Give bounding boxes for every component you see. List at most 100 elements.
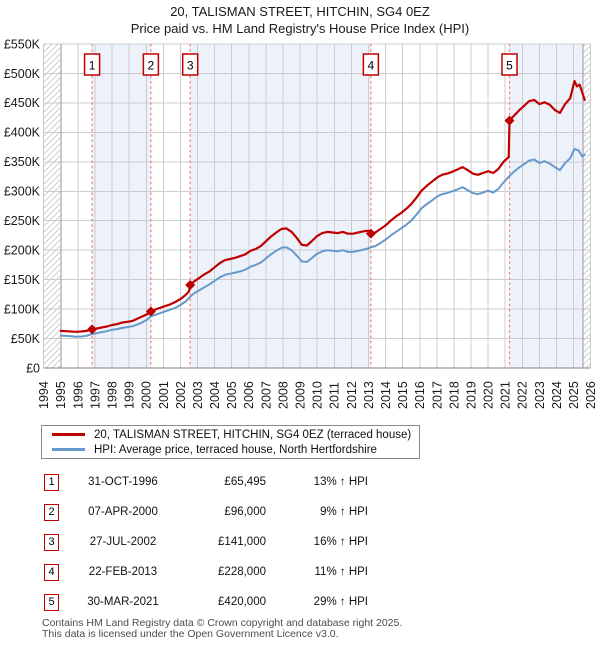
transaction-price: £420,000 xyxy=(218,596,266,608)
x-axis-tick-label: 2018 xyxy=(447,381,461,409)
sale-number-box xyxy=(181,53,199,76)
transaction-row: 1 31-OCT-1996 £65,495 13% ↑ HPI xyxy=(0,467,600,497)
sale-marker-diamond xyxy=(504,115,515,126)
x-axis-tick-label: 1999 xyxy=(123,381,137,409)
transaction-price: £141,000 xyxy=(218,536,266,548)
price-paid-line-swatch xyxy=(52,433,85,436)
footer-line-1: Contains HM Land Registry data © Crown c… xyxy=(42,617,403,629)
x-axis-tick-label: 1994 xyxy=(37,381,51,409)
transaction-hpi-delta: 29% ↑ HPI xyxy=(313,596,368,608)
sale-number-boxes: 1 2 3 4 5 xyxy=(83,53,518,76)
y-axis-tick-label: £0 xyxy=(26,361,40,375)
y-axis-tick-label: £150K xyxy=(4,273,41,287)
legend-row-hpi: HPI: Average price, terraced house, Nort… xyxy=(42,442,419,457)
transaction-hpi-delta: 13% ↑ HPI xyxy=(313,476,368,488)
y-axis-tick-label: £100K xyxy=(4,302,41,316)
transaction-hpi-delta: 11% ↑ HPI xyxy=(314,566,368,578)
transaction-date: 30-MAR-2021 xyxy=(87,596,159,608)
x-axis-tick-label: 2007 xyxy=(259,381,273,409)
x-axis-tick-label: 2000 xyxy=(140,381,154,409)
price-chart: 1 2 3 4 5 £0 £50K £100K £150K £200K £250K £300K £350… xyxy=(4,37,598,409)
y-axis-tick-label: £500K xyxy=(4,67,41,81)
transaction-row: 2 07-APR-2000 £96,000 9% ↑ HPI xyxy=(0,497,600,527)
x-axis-tick-label: 2017 xyxy=(430,381,444,409)
legend-label-hpi: HPI: Average price, terraced house, Nort… xyxy=(94,443,377,456)
x-axis-tick-label: 1996 xyxy=(71,381,85,409)
ownership-shading-bands xyxy=(92,44,584,368)
y-axis-tick-label: £350K xyxy=(4,155,41,169)
sale-number-label: 2 xyxy=(148,59,155,73)
y-axis-tick-label: £550K xyxy=(4,37,41,51)
sale-marker-diamond xyxy=(365,228,376,239)
sale-number-box xyxy=(501,53,518,76)
y-axis-tick-label: £250K xyxy=(4,214,41,228)
y-axis-tick-label: £400K xyxy=(4,126,41,140)
sale-markers xyxy=(87,115,515,335)
footer-line-2: This data is licensed under the Open Gov… xyxy=(42,627,339,640)
y-axis-tick-label: £450K xyxy=(4,96,41,110)
x-axis-tick-label: 2001 xyxy=(157,381,171,409)
x-axis-tick-label: 2025 xyxy=(567,381,581,409)
x-axis-tick-label: 2009 xyxy=(294,381,308,409)
y-axis-labels: £0 £50K £100K £150K £200K £250K £300K £350K £400… xyxy=(4,37,41,375)
x-axis-tick-label: 2013 xyxy=(362,381,376,409)
sale-number-label: 1 xyxy=(89,59,96,73)
x-axis-tick-label: 2016 xyxy=(413,381,427,409)
transaction-number-badge: 1 xyxy=(44,474,59,491)
chart-subtitle: Price paid vs. HM Land Registry's House … xyxy=(130,21,470,36)
sale-number-box xyxy=(362,53,380,76)
sale-number-label: 5 xyxy=(506,59,513,73)
transaction-row: 5 30-MAR-2021 £420,000 29% ↑ HPI xyxy=(0,587,600,617)
x-axis-tick-label: 1995 xyxy=(54,381,68,409)
transaction-price: £96,000 xyxy=(224,506,266,518)
x-axis-tick-label: 2002 xyxy=(174,381,188,409)
x-axis-tick-label: 2019 xyxy=(464,381,478,409)
transaction-hpi-delta: 9% ↑ HPI xyxy=(320,506,368,518)
copyright-footer: Contains HM Land Registry data © Crown c… xyxy=(42,618,582,639)
transaction-hpi-delta: 16% ↑ HPI xyxy=(313,536,368,548)
x-axis-tick-label: 2015 xyxy=(396,381,410,409)
chart-legend: 20, TALISMAN STREET, HITCHIN, SG4 0EZ (t… xyxy=(41,425,420,459)
y-axis-tick-label: £300K xyxy=(4,185,41,199)
sale-number-box xyxy=(142,53,160,76)
x-axis-tick-label: 2022 xyxy=(516,381,530,409)
transaction-number-badge: 2 xyxy=(44,504,59,521)
sale-date-dashed-lines xyxy=(91,44,511,368)
sale-number-box xyxy=(83,53,101,76)
hpi-series-line xyxy=(59,147,586,338)
hpi-line-swatch xyxy=(52,448,85,451)
transaction-price: £228,000 xyxy=(218,566,266,578)
transaction-number-badge: 3 xyxy=(44,534,59,551)
legend-row-price-paid: 20, TALISMAN STREET, HITCHIN, SG4 0EZ (t… xyxy=(42,427,419,442)
no-data-hatch-bands xyxy=(43,44,591,368)
x-axis-tick-label: 2026 xyxy=(584,381,598,409)
transaction-number-badge: 4 xyxy=(44,564,59,581)
transaction-number-badge: 5 xyxy=(44,594,59,611)
y-axis-tick-label: £50K xyxy=(11,332,41,346)
transaction-date: 27-JUL-2002 xyxy=(89,536,157,548)
transaction-date: 31-OCT-1996 xyxy=(88,476,158,488)
x-axis-tick-label: 2011 xyxy=(328,382,342,409)
x-axis-tick-label: 2005 xyxy=(225,381,239,409)
x-axis-tick-label: 2003 xyxy=(191,381,205,409)
x-axis-tick-label: 1997 xyxy=(88,381,102,409)
x-axis-tick-label: 2004 xyxy=(208,381,222,409)
sale-marker-diamond xyxy=(185,279,196,290)
sale-marker-diamond xyxy=(145,306,156,317)
x-axis-tick-label: 2024 xyxy=(550,381,564,409)
x-axis-tick-label: 2023 xyxy=(533,381,547,409)
transaction-row: 3 27-JUL-2002 £141,000 16% ↑ HPI xyxy=(0,527,600,557)
x-axis-tick-label: 1998 xyxy=(105,381,119,409)
x-axis-tick-label: 2006 xyxy=(242,381,256,409)
transaction-row: 4 22-FEB-2013 £228,000 11% ↑ HPI xyxy=(0,557,600,587)
x-axis-tick-label: 2008 xyxy=(276,381,290,409)
sale-marker-diamond xyxy=(87,324,98,335)
x-axis-tick-label: 2012 xyxy=(345,381,359,409)
transaction-date: 22-FEB-2013 xyxy=(88,566,158,578)
chart-title: 20, TALISMAN STREET, HITCHIN, SG4 0EZ xyxy=(170,4,430,19)
y-axis-tick-label: £200K xyxy=(4,243,41,257)
legend-label-price-paid: 20, TALISMAN STREET, HITCHIN, SG4 0EZ (t… xyxy=(94,428,412,441)
x-axis-tick-label: 2010 xyxy=(311,381,325,409)
x-axis-tick-label: 2020 xyxy=(482,381,496,409)
transaction-date: 07-APR-2000 xyxy=(88,506,158,518)
